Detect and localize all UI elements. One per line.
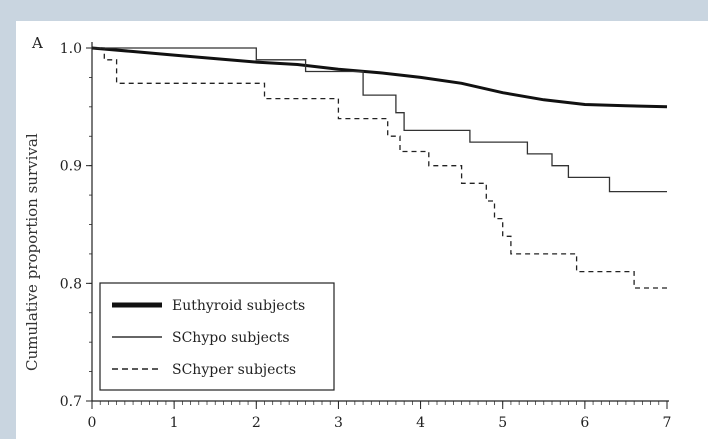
series-line-1 (91, 46, 668, 109)
y-tick-label: 0.7 (60, 394, 82, 410)
legend: Euthyroid subjects SChypo subjects SChyper… (99, 282, 335, 391)
legend-label-1: Euthyroid subjects (172, 298, 305, 314)
axes: 0.7 0.8 0.9 1.0 0 1 2 3 4 5 6 7 (60, 41, 672, 431)
series-layer (91, 46, 668, 289)
x-tick-label: 3 (334, 415, 343, 431)
x-tick-label: 5 (498, 415, 507, 431)
series-line-3 (92, 47, 667, 289)
x-tick-label: 7 (663, 415, 672, 431)
x-tick-label: 2 (252, 415, 261, 431)
legend-label-2: SChypo subjects (172, 330, 290, 346)
panel-label: A (32, 34, 43, 52)
survival-chart: 0.7 0.8 0.9 1.0 0 1 2 3 4 5 6 7 Euthyroid subjects S… (60, 41, 672, 431)
y-tick-label: 0.9 (60, 159, 82, 175)
series-line-2 (92, 47, 667, 193)
y-tick-label: 0.8 (60, 276, 82, 292)
x-tick-label: 4 (416, 415, 425, 431)
x-tick-label: 6 (580, 415, 589, 431)
x-tick-label: 0 (88, 415, 97, 431)
x-tick-label: 1 (170, 415, 179, 431)
y-tick-label: 1.0 (60, 41, 82, 57)
legend-label-3: SChyper subjects (172, 362, 296, 378)
figure-panel: A Cumulative proportion survival 0.7 0.8 0… (16, 21, 708, 439)
